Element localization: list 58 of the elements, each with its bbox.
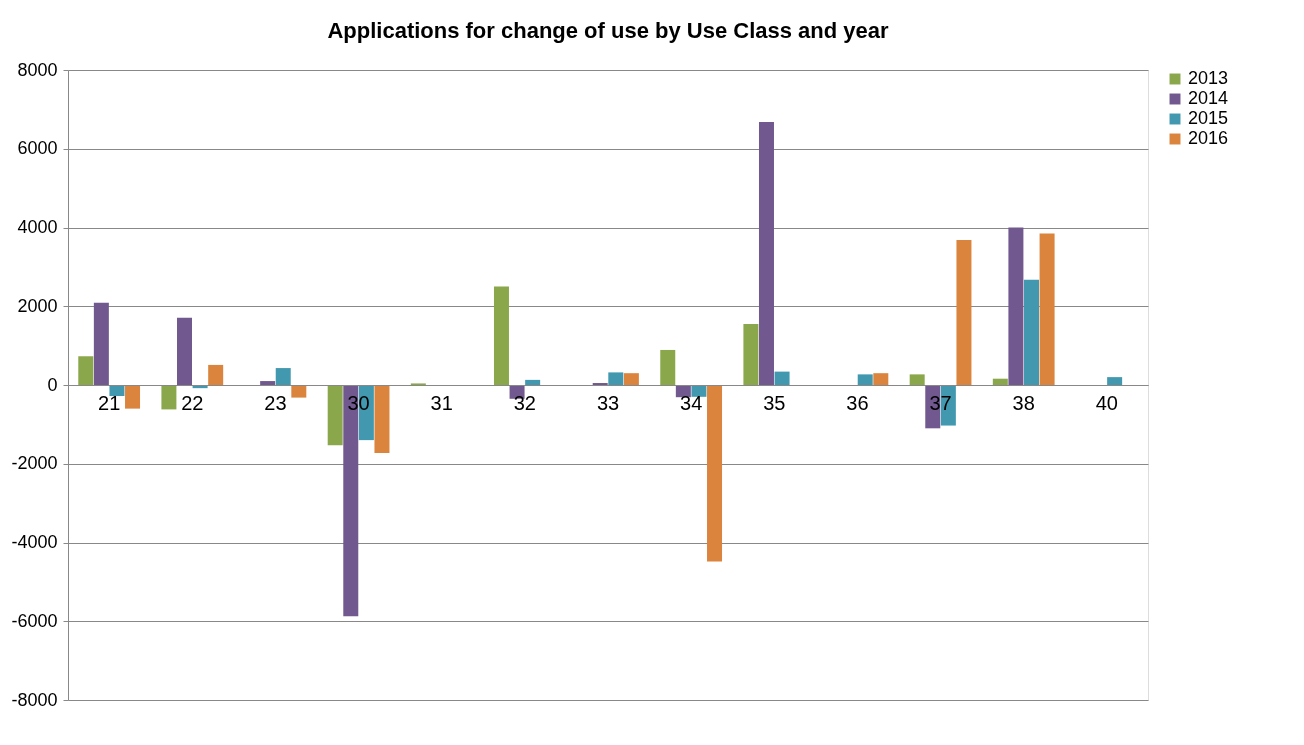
bar <box>1008 227 1024 385</box>
x-tick-label: 35 <box>763 391 786 414</box>
x-tick-label: 22 <box>181 391 204 414</box>
bar <box>177 317 192 385</box>
bar <box>707 385 723 562</box>
x-tick-label: 37 <box>929 391 952 414</box>
bar <box>93 302 109 385</box>
bar <box>327 385 343 446</box>
bar <box>608 372 624 385</box>
y-tick-label: 6000 <box>17 138 58 159</box>
x-tick-label: 32 <box>513 391 536 414</box>
x-tick-label: 33 <box>596 391 620 414</box>
bar <box>992 378 1008 385</box>
chart-title: Applications for change of use by Use Class and year <box>327 18 890 43</box>
bar <box>873 373 889 385</box>
x-tick-label: 21 <box>98 391 121 414</box>
bar <box>956 240 972 385</box>
y-tick-label: -2000 <box>11 453 58 474</box>
bar <box>1024 279 1039 385</box>
bar <box>758 121 774 385</box>
x-tick-label: 36 <box>846 391 869 414</box>
legend-label: 2013 <box>1188 68 1229 88</box>
y-tick-label: 2000 <box>17 295 58 316</box>
bar <box>525 379 541 385</box>
y-tick-label: 8000 <box>17 59 58 80</box>
bar <box>857 374 873 385</box>
bar <box>291 385 307 398</box>
x-tick-label: 31 <box>430 391 453 414</box>
bar <box>275 368 291 385</box>
legend-label: 2016 <box>1188 128 1229 148</box>
bar <box>774 371 790 385</box>
bar <box>743 323 759 385</box>
bar <box>660 349 676 385</box>
bar <box>109 385 125 397</box>
bar <box>909 374 925 385</box>
bar <box>78 356 94 385</box>
bar <box>1107 377 1123 385</box>
y-tick-label: 0 <box>47 374 58 395</box>
x-tick-label: 23 <box>264 391 287 414</box>
bar <box>691 385 707 397</box>
legend-label: 2015 <box>1188 108 1229 128</box>
y-tick-label: 4000 <box>17 217 58 237</box>
x-tick-label: 38 <box>1012 391 1035 414</box>
bar <box>260 381 276 385</box>
y-tick-label: -8000 <box>11 689 58 710</box>
bar <box>161 385 177 410</box>
bar <box>125 385 141 409</box>
bar <box>208 364 224 385</box>
bar <box>493 286 509 385</box>
bar <box>1039 233 1055 385</box>
legend-label: 2014 <box>1188 88 1229 108</box>
y-tick-label: -4000 <box>11 532 58 552</box>
bar <box>374 385 390 454</box>
bar <box>623 373 639 385</box>
y-tick-label: -6000 <box>11 610 58 631</box>
x-tick-label: 40 <box>1095 391 1118 414</box>
x-tick-label: 34 <box>680 391 703 414</box>
x-tick-label: 30 <box>347 391 370 414</box>
